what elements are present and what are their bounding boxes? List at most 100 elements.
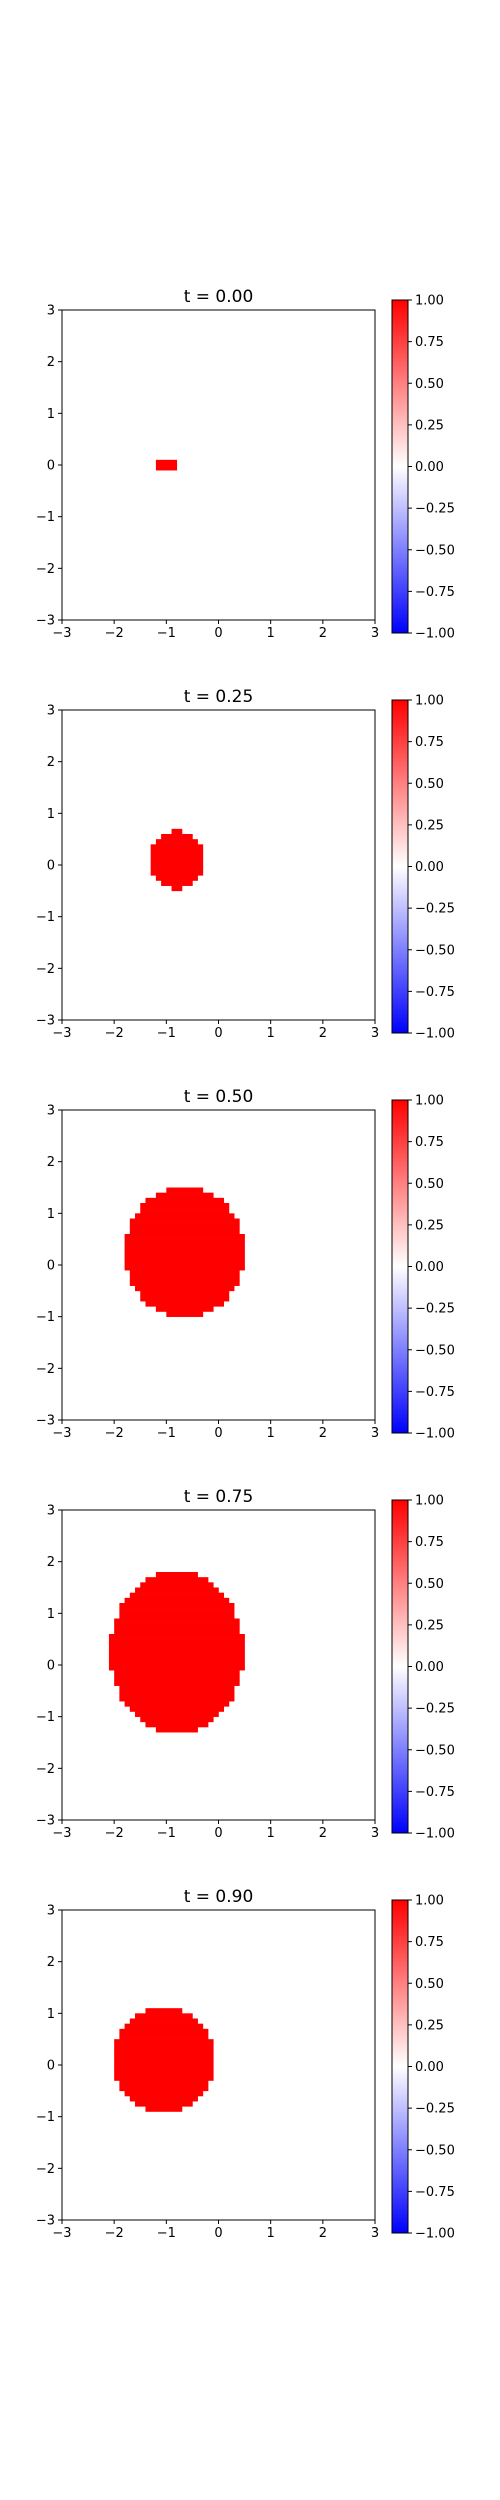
panel-2: t = 0.50 −3 −2 −1 0 1 2 3 −3 −2 −1 0 1 2 3 1.00 0.75 0.50… (36, 1087, 455, 1442)
colorbar-tick-label: 0.00 (415, 460, 444, 475)
colorbar-tick-label: 0.00 (415, 1260, 444, 1275)
x-tick-label: −1 (157, 1426, 176, 1441)
y-tick-label: 3 (47, 1904, 55, 1919)
heatmap-cell (155, 1572, 198, 1578)
colorbar-tick-label: 0.75 (415, 1935, 444, 1950)
colorbar-tick-label: −1.00 (415, 2227, 455, 2242)
colorbar-tick-label: 0.75 (415, 335, 444, 350)
heatmap-cell (145, 1197, 225, 1204)
colorbar-tick-label: −0.75 (415, 985, 455, 1000)
x-tick-label: −1 (157, 626, 176, 641)
x-tick-label: 3 (371, 2226, 379, 2241)
heatmap-cell (119, 1603, 235, 1609)
heatmap-cell (129, 2096, 198, 2102)
x-tick-label: 3 (371, 1426, 379, 1441)
heatmap-cell (140, 1208, 230, 1214)
colorbar: 1.00 0.75 0.50 0.25 0.00 −0.25 −0.50 −0.75 −1.00 (391, 1094, 455, 1442)
heatmap-cell (108, 1665, 245, 1671)
heatmap-cell (124, 1259, 245, 1266)
heatmap-cell (145, 2008, 183, 2014)
heatmap-cell (124, 1254, 245, 1261)
x-tick-label: −2 (105, 1026, 124, 1041)
heatmap-cell (135, 2101, 193, 2107)
heatmap-cell (140, 1203, 230, 1209)
colorbar-tick-label: −0.75 (415, 585, 455, 600)
chart-title: t = 0.75 (184, 1487, 254, 1507)
x-tick-label: −3 (52, 626, 71, 641)
heatmap-cell (129, 1223, 240, 1230)
colorbar-tick-label: −0.75 (415, 1385, 455, 1400)
colorbar-tick-label: −1.00 (415, 1827, 455, 1842)
y-tick-label: −3 (36, 1414, 55, 1429)
heatmap-cell (129, 2018, 198, 2024)
heatmap-cell (171, 885, 183, 892)
y-tick-label: −2 (36, 962, 55, 977)
heatmap-cell (155, 459, 178, 466)
colorbar-gradient (391, 699, 409, 1034)
y-tick-label: 2 (47, 755, 55, 770)
colorbar-tick-label: −0.25 (415, 1702, 455, 1717)
heatmap-region (150, 828, 204, 892)
colorbar-tick-label: 0.50 (415, 1577, 444, 1592)
heatmap-cell (119, 1685, 235, 1692)
x-tick-label: −2 (105, 2226, 124, 2241)
panel-0: t = 0.00 −3 −2 −1 0 1 2 3 −3 −2 −1 0 1 2 3 1.00 0.75 0.50… (36, 287, 455, 642)
heatmap-cell (114, 2039, 214, 2045)
x-tick-label: 2 (319, 1026, 327, 1041)
heatmap-cell (161, 834, 193, 840)
heatmap-cell (129, 1592, 225, 1599)
heatmap-cell (150, 870, 204, 876)
heatmap-cell (150, 859, 204, 866)
chart-title: t = 0.00 (184, 287, 254, 307)
y-tick-label: 2 (47, 355, 55, 370)
y-tick-label: −1 (36, 1310, 55, 1325)
heatmap-cell (155, 1306, 214, 1312)
colorbar-tick-label: 1.00 (415, 294, 444, 309)
y-tick-label: −2 (36, 1362, 55, 1377)
colorbar: 1.00 0.75 0.50 0.25 0.00 −0.25 −0.50 −0.75 −1.00 (391, 1494, 455, 1842)
x-tick-label: −3 (52, 2226, 71, 2241)
heatmap-cell (124, 1597, 230, 1604)
heatmap-cell (161, 880, 193, 886)
heatmap-cell (140, 1290, 230, 1297)
y-tick-label: 3 (47, 1504, 55, 1519)
heatmap-cell (145, 2106, 183, 2112)
colorbar-tick-label: −0.75 (415, 2185, 455, 2200)
heatmap-cell (124, 2023, 204, 2030)
chart-title: t = 0.50 (184, 1087, 254, 1107)
x-tick-label: −2 (105, 1826, 124, 1841)
heatmap-cell (129, 1218, 240, 1224)
heatmap-cell (140, 1296, 230, 1302)
x-tick-label: −2 (105, 1426, 124, 1441)
colorbar-tick-label: −0.25 (415, 1302, 455, 1317)
colorbar-tick-label: 1.00 (415, 1094, 444, 1109)
colorbar-tick-label: 0.25 (415, 418, 444, 433)
y-tick-label: 3 (47, 704, 55, 719)
heatmap-cell (114, 2070, 214, 2076)
heatmap-cell (114, 1618, 240, 1624)
heatmap-cell (114, 1628, 240, 1635)
heatmap-cell (124, 1239, 245, 1245)
x-tick-label: −1 (157, 2226, 176, 2241)
y-tick-label: 3 (47, 1104, 55, 1119)
heatmap-cell (150, 844, 204, 850)
colorbar-tick-label: 0.50 (415, 377, 444, 392)
x-tick-label: 0 (214, 2226, 222, 2241)
y-tick-label: 2 (47, 1555, 55, 1570)
heatmap-cell (129, 1270, 240, 1276)
y-tick-label: −1 (36, 910, 55, 925)
colorbar-tick-label: 0.50 (415, 1977, 444, 1992)
y-tick-label: −1 (36, 2110, 55, 2125)
y-tick-label: −3 (36, 1014, 55, 1029)
colorbar-tick-label: −0.50 (415, 543, 455, 558)
x-tick-label: 3 (371, 1026, 379, 1041)
plot-background (62, 310, 375, 620)
heatmap-cell (119, 1613, 235, 1619)
heatmap-cell (119, 2080, 209, 2086)
y-tick-label: −3 (36, 2214, 55, 2229)
x-tick-label: −3 (52, 1426, 71, 1441)
heatmap-cell (108, 1644, 245, 1650)
heatmap-cell (140, 1582, 214, 1588)
x-tick-label: 3 (371, 626, 379, 641)
